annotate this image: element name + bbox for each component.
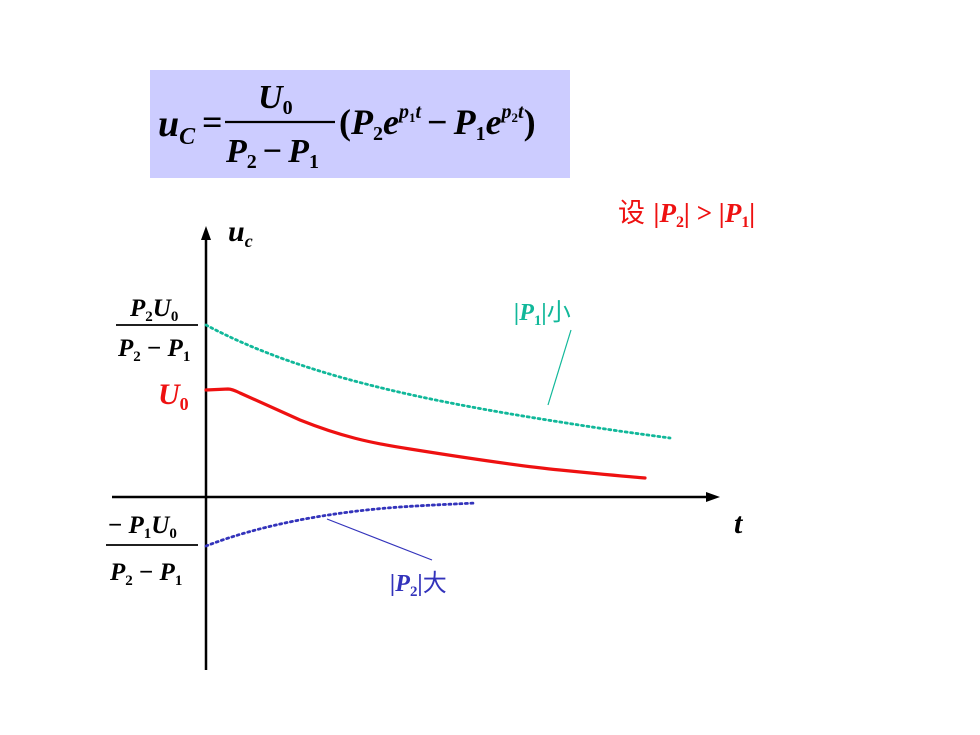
svg-text:(P2ep1t−P1ep2t): (P2ep1t − P1ep2t) [339,101,536,145]
uc-curve [204,387,647,480]
svg-text:U0: U0 [258,79,293,119]
assumption-op: > [690,198,719,228]
formula-num-var: U [258,79,285,116]
formula-term2-exp-t: t [518,101,525,123]
formula-term2-exp-sub: 2 [512,110,519,125]
y-marker-lower: − P1U0 P2 − P1 [106,512,198,589]
formula-open-paren: ( [339,102,351,142]
formula-term1-exp-sub: 1 [409,110,416,125]
p1-small-label: |P1|小 [514,298,571,329]
p2-large-curve [204,501,478,548]
formula-equals: = [202,102,223,142]
formula-lhs-var: u [158,103,179,145]
assumption-prefix: 设 [618,198,654,229]
p1-leader-line [547,329,572,406]
formula-minus: − [427,102,448,142]
formula-background [150,70,570,178]
assumption-lhs: |P [654,198,677,228]
formula-den-minus: − [263,133,282,170]
p2-large-label: |P2|大 [390,569,447,600]
formula-den-p2-sub: 2 [247,151,257,173]
formula-term1-P: P [350,102,374,142]
formula-num-sub: 0 [283,97,293,119]
y-axis-arrow-icon [201,226,211,240]
svg-text:P2U0: P2U0 [129,295,178,325]
y-axis-label: uc [228,215,253,251]
formula-term2-P: P [453,102,477,142]
formula-den-p1: P [287,133,309,170]
svg-text:uC: uC [158,103,196,150]
y-marker-upper: P2U0 P2 − P1 [116,295,198,365]
assumption-rhs-sub: 1 [741,214,749,231]
formula-den-p2: P [225,133,247,170]
formula-term1-exp-t: t [415,101,422,123]
assumption-rhs: |P [719,198,742,228]
p1-small-curve [204,323,672,440]
svg-text:P2 − P1: P2 − P1 [109,559,182,589]
formula-term1-exp-p: p [397,101,409,123]
formula-term1-P-sub: 2 [373,123,383,145]
svg-text:P2−P1: P2− P1 [225,133,319,173]
assumption-rhs-close: | [749,198,755,228]
svg-text:P2 − P1: P2 − P1 [117,335,190,365]
svg-text:− P1U0: − P1U0 [108,512,177,542]
axes: uc t [112,215,744,670]
assumption-lhs-close: | [684,198,690,228]
formula-term2-exp-p: p [500,101,512,123]
x-axis-label: t [734,507,744,540]
formula-term2-e: e [486,102,502,142]
p2-leader-line [326,518,433,561]
formula: uC = U0 P2− P1 (P2ep1t − P1ep2t) [158,79,536,173]
formula-term2-P-sub: 1 [476,123,486,145]
formula-term1-e: e [383,102,399,142]
assumption-lhs-sub: 2 [676,214,684,231]
formula-lhs-sub: C [179,124,196,150]
x-axis-arrow-icon [706,492,720,502]
formula-close-paren: ) [524,102,536,142]
formula-den-p1-sub: 1 [309,151,319,173]
assumption-text: 设 |P2| > |P1| [618,198,755,231]
y-marker-u0: U0 [158,378,189,414]
